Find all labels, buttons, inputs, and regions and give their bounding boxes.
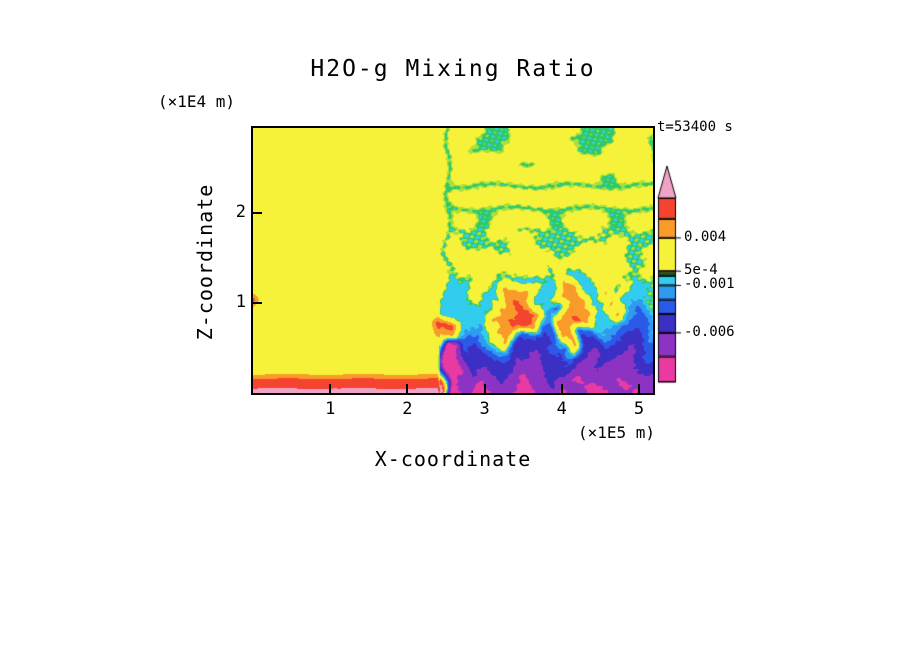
x-tick <box>560 384 563 393</box>
x-tick <box>483 384 486 393</box>
heatmap-canvas <box>253 128 653 393</box>
colorbar-label: 0.004 <box>684 228 727 245</box>
time-annotation: t=53400 s <box>657 119 733 135</box>
x-axis-unit: (×1E5 m) <box>577 423 655 442</box>
chart-title: H2O-g Mixing Ratio <box>310 56 596 82</box>
x-tick-label: 1 <box>325 399 336 419</box>
x-tick <box>638 384 640 393</box>
x-tick <box>406 384 409 393</box>
z-tick-label: 2 <box>235 202 246 222</box>
colorbar-label: -0.006 <box>684 323 735 340</box>
x-tick-label: 4 <box>556 399 567 419</box>
colorbar <box>650 160 696 410</box>
x-tick <box>329 384 332 393</box>
z-tick <box>253 302 262 304</box>
x-tick-label: 2 <box>402 399 413 419</box>
x-tick-label: 3 <box>479 399 490 419</box>
plot-frame <box>251 126 655 395</box>
x-axis-label: X-coordinate <box>374 447 532 471</box>
z-tick-label: 1 <box>235 292 246 312</box>
z-axis-unit: (×1E4 m) <box>158 92 236 111</box>
z-axis-label: Z-coordinate <box>193 183 217 341</box>
z-tick <box>253 212 262 214</box>
colorbar-label: -0.001 <box>684 276 735 293</box>
x-tick-label: 5 <box>633 399 645 419</box>
colorbar-label: 5e-4 <box>684 262 718 279</box>
